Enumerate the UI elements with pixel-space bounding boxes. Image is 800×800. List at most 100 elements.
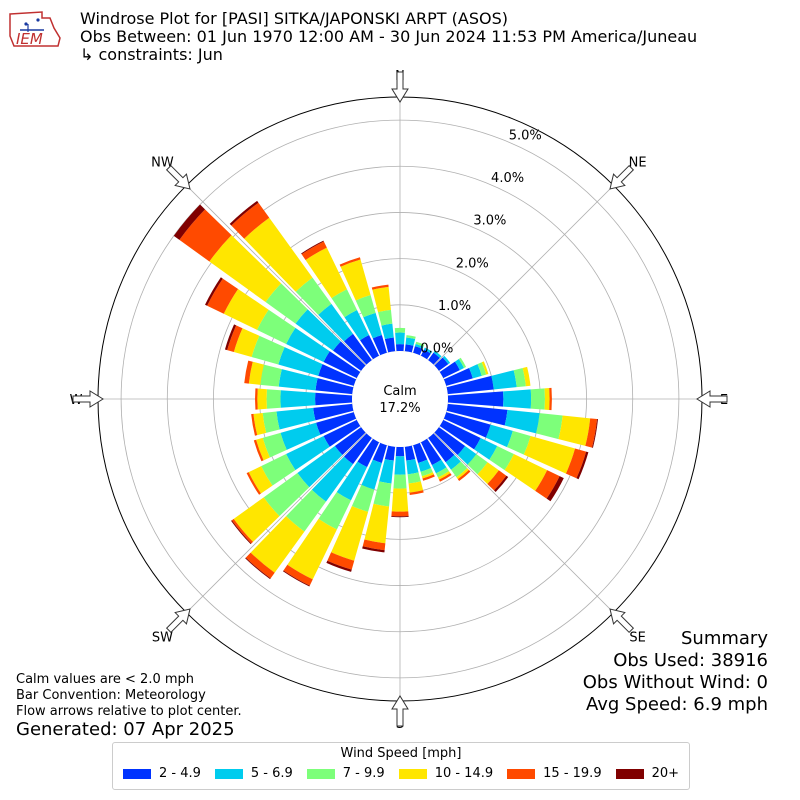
summary-panel: Summary Obs Used: 38916 Obs Without Wind…	[583, 628, 768, 716]
wind-bar-segment	[326, 560, 352, 572]
wind-bar-segment	[384, 445, 396, 461]
obs-without-wind: Obs Without Wind: 0	[582, 672, 768, 693]
wind-bar-segment	[504, 454, 548, 491]
wind-bar-segment	[576, 451, 589, 480]
wind-bar-segment	[408, 481, 424, 493]
wind-bar-segment	[481, 361, 489, 375]
legend-swatch	[214, 768, 243, 779]
logo-text: IEM	[16, 30, 43, 48]
flow-note: Flow arrows relative to plot center.	[16, 704, 242, 719]
legend-label: 5 - 6.9	[250, 766, 293, 781]
wind-bar-segment	[257, 388, 267, 410]
wind-bar-segment	[431, 459, 447, 474]
wind-bar-segment	[262, 432, 287, 458]
wind-bar-segment	[513, 367, 526, 388]
wind-bar-segment	[280, 422, 321, 450]
wind-bar-segment	[297, 445, 343, 488]
wind-bar-segment	[251, 335, 285, 365]
wind-bar-segment	[334, 427, 366, 456]
wind-bar-segment	[255, 388, 258, 410]
wind-bar-segment	[454, 359, 465, 371]
wind-bar-segment	[205, 277, 223, 306]
wind-bar-segment	[535, 470, 560, 499]
wind-bar-segment	[363, 312, 382, 339]
wind-bar-segment	[256, 309, 296, 344]
direction-label: NE	[629, 155, 647, 170]
wind-bar-segment	[351, 484, 375, 512]
radial-tick-label: 0.0%	[420, 342, 453, 357]
wind-bar-segment	[414, 343, 424, 349]
wind-bar-segment	[246, 472, 261, 495]
wind-bar-segment	[373, 481, 392, 507]
angular-grid-line	[433, 432, 614, 613]
wind-bar-segment	[393, 474, 407, 489]
wind-bar-segment	[262, 411, 280, 433]
wind-bar-segment	[331, 289, 357, 318]
wind-bar-segment	[446, 403, 508, 426]
wind-bar-segment	[428, 352, 440, 365]
wind-bar-segment	[477, 362, 487, 376]
wind-bar-segment	[301, 241, 327, 260]
wind-bar-segment	[407, 472, 421, 484]
radial-tick-label: 3.0%	[473, 214, 506, 229]
wind-bar-segment	[256, 437, 270, 461]
wind-bar-segment	[442, 355, 451, 365]
legend-swatch	[398, 768, 427, 779]
direction-label: SE	[629, 631, 645, 646]
summary-heading: Summary	[681, 628, 768, 649]
legend-swatch	[306, 768, 335, 779]
calm-label: Calm	[383, 384, 416, 399]
flow-arrow-icon	[391, 695, 409, 727]
radial-tick-label: 5.0%	[509, 128, 542, 143]
wind-bar-segment	[245, 557, 271, 580]
wind-bar-segment	[266, 389, 281, 409]
generated-date: Generated: 07 Apr 2025	[16, 719, 235, 740]
radial-tick-label: 2.0%	[456, 256, 489, 271]
wind-bar-segment	[248, 466, 273, 494]
legend-item: 7 - 9.9	[306, 766, 385, 781]
wind-bar-segment	[391, 511, 409, 517]
wind-bar-segment	[445, 454, 461, 470]
wind-bar-segment	[280, 390, 316, 408]
wind-bar-segment	[253, 439, 264, 462]
wind-bar-segment	[323, 419, 361, 447]
wind-bar-segment	[395, 446, 405, 457]
wind-bar-segment	[357, 438, 380, 468]
notes: Calm values are < 2.0 mph Bar Convention…	[16, 672, 242, 720]
wind-bar-segment	[286, 327, 330, 363]
legend-label: 20+	[651, 766, 680, 781]
wind-bar-segment	[263, 473, 310, 517]
wind-bar-segment	[315, 392, 353, 406]
chart-title: Windrose Plot for [PASI] SITKA/JAPONSKI …	[80, 10, 697, 64]
direction-label: SW	[152, 631, 173, 646]
flow-arrow-icon	[165, 608, 191, 634]
wind-bar-segment	[231, 518, 254, 544]
wind-bar-segment	[244, 217, 313, 292]
wind-bar-segment	[422, 474, 435, 481]
wind-bar-segment	[336, 461, 368, 501]
wind-bar-segment	[361, 459, 382, 490]
legend-item: 5 - 6.9	[214, 766, 293, 781]
wind-bar-segment	[372, 442, 387, 463]
legend-swatch	[615, 768, 644, 779]
wind-bar-segment	[395, 344, 405, 352]
legend-items: 2 - 4.9 5 - 6.9 7 - 9.9 10 - 14.9 15 - 19.9 2…	[113, 766, 689, 781]
wind-bar-segment	[372, 335, 387, 356]
wind-bar-segment	[565, 448, 587, 479]
wind-bar-segment	[343, 433, 372, 465]
wind-bar-segment	[592, 419, 598, 448]
wind-bar-segment	[315, 378, 354, 395]
wind-bar-segment	[233, 497, 280, 542]
wind-bar-segment	[406, 458, 419, 475]
wind-bar-segment	[491, 370, 517, 390]
calm-value: 17.2%	[379, 401, 420, 416]
legend-label: 7 - 9.9	[342, 766, 385, 781]
legend-item: 2 - 4.9	[122, 766, 201, 781]
wind-bar-segment	[260, 364, 282, 387]
wind-bar-segment	[229, 200, 259, 226]
wind-bar-segment	[311, 456, 354, 502]
wind-bar-segment	[360, 334, 380, 360]
wind-bar-segment	[522, 366, 531, 387]
wind-bar-segment	[530, 388, 545, 410]
